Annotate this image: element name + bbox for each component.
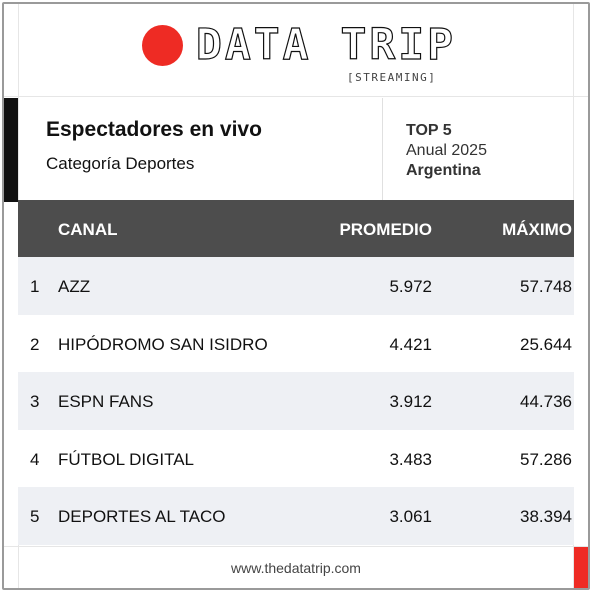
column-header-max: MÁXIMO [502,220,572,239]
header-divider [382,98,383,202]
channel-cell: FÚTBOL DIGITAL [58,449,195,469]
report-header: Espectadores en vivo Categoría Deportes … [4,98,588,202]
average-cell: 4.421 [389,334,432,354]
max-cell: 57.286 [520,449,572,469]
brand-logo: DATA TRIP [STREAMING] [4,18,588,90]
ranking-table: CANAL PROMEDIO MÁXIMO 1 AZZ 5.972 57.748… [18,200,574,545]
rank-label: TOP 5 [406,122,452,139]
rank-cell: 2 [30,334,40,354]
average-cell: 3.912 [389,392,432,412]
report-subtitle: Categoría Deportes [46,154,195,173]
rank-cell: 4 [30,449,40,469]
record-dot-icon [142,25,183,66]
table-header: CANAL PROMEDIO MÁXIMO [18,200,574,257]
max-cell: 25.644 [520,334,572,354]
rank-cell: 3 [30,392,40,412]
max-cell: 38.394 [520,507,572,527]
logo-divider [4,96,588,97]
table-row: 1 AZZ 5.972 57.748 [18,257,574,315]
average-cell: 3.061 [389,507,432,527]
rank-cell: 5 [30,507,40,527]
table-row: 2 HIPÓDROMO SAN ISIDRO 4.421 25.644 [18,314,574,373]
channel-cell: DEPORTES AL TACO [58,507,226,527]
rank-cell: 1 [30,277,40,296]
footer-accent-bar [574,547,588,588]
average-cell: 5.972 [389,277,432,296]
column-header-average: PROMEDIO [339,220,432,239]
average-cell: 3.483 [389,449,432,469]
table-row: 5 DEPORTES AL TACO 3.061 38.394 [18,487,574,545]
period-label: Anual 2025 [406,142,487,159]
table-row: 3 ESPN FANS 3.912 44.736 [18,372,574,430]
footer-divider [4,546,588,547]
channel-cell: ESPN FANS [58,392,154,412]
channel-cell: AZZ [58,277,91,296]
max-cell: 44.736 [520,392,572,412]
country-label: Argentina [406,162,481,179]
max-cell: 57.748 [520,277,572,296]
brand-tag: [STREAMING] [347,71,437,84]
header-accent-bar [4,98,18,202]
table-row: 4 FÚTBOL DIGITAL 3.483 57.286 [18,429,574,488]
column-header-channel: CANAL [58,220,118,239]
website-link[interactable]: www.thedatatrip.com [231,560,361,576]
report-title: Espectadores en vivo [46,118,262,141]
brand-name: DATA TRIP [195,19,456,70]
channel-cell: HIPÓDROMO SAN ISIDRO [58,334,268,354]
